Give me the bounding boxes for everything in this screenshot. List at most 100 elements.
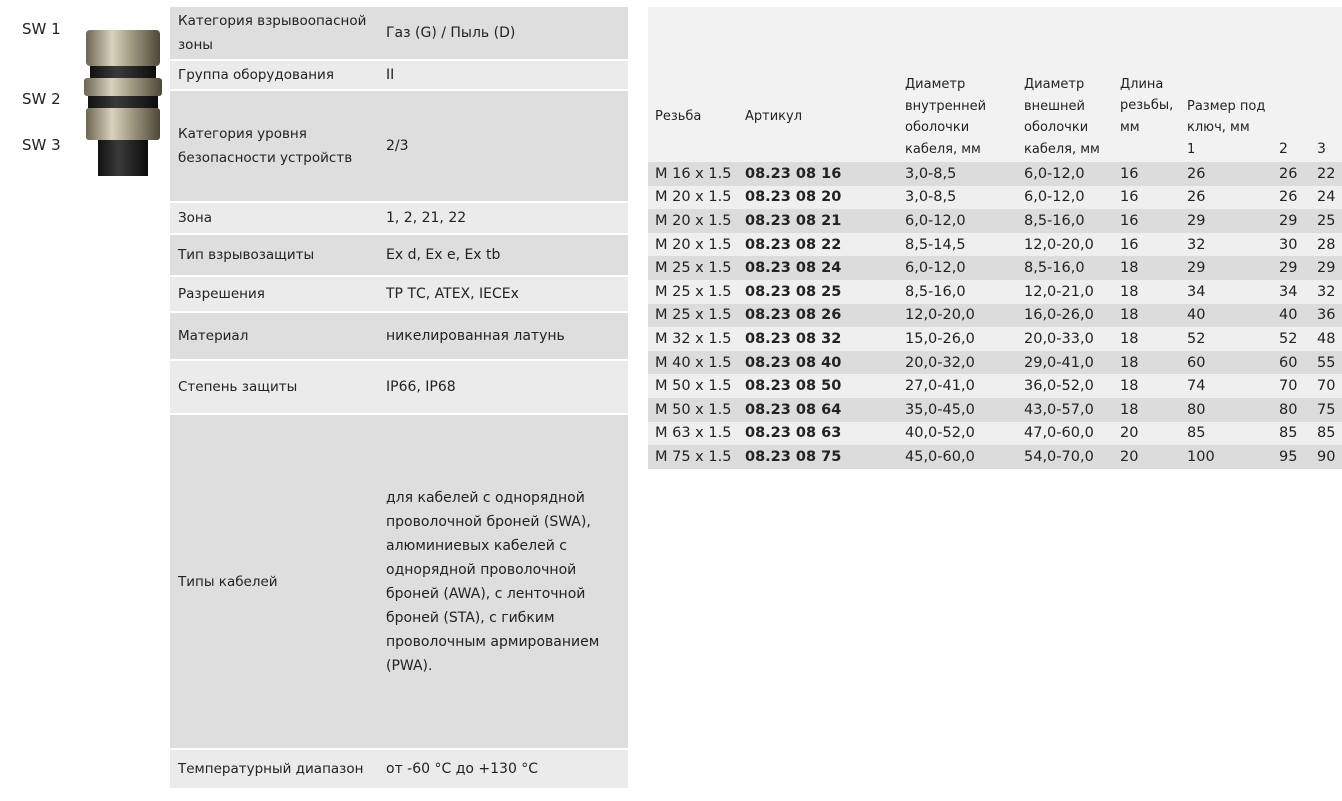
cable-gland-image	[84, 30, 162, 176]
table-cell: 6,0-12,0	[898, 209, 1017, 233]
size-label: SW 2	[22, 90, 61, 108]
article-cell: 08.23 08 25	[745, 279, 898, 304]
spec-value: 2/3	[378, 90, 628, 203]
table-cell: 29,0-41,0	[1017, 350, 1113, 375]
subheader-cell: 2	[1272, 7, 1312, 162]
table-cell: 18	[1113, 374, 1180, 398]
table-cell: 95	[1272, 445, 1312, 469]
header-cell: Диаметр внешней оболочки кабеля, мм	[1017, 7, 1113, 162]
table-cell: 6,0-12,0	[1017, 162, 1113, 186]
spec-key: Тип взрывозащиты	[170, 234, 378, 277]
spec-value: Ex d, Ex e, Ex tb	[378, 234, 628, 277]
table-cell: M 25 x 1.5	[648, 279, 745, 304]
table-cell: 80	[1180, 397, 1272, 422]
spec-row: Группа оборудования II	[170, 60, 628, 91]
table-cell: 85	[1180, 421, 1272, 446]
article-cell: 08.23 08 50	[745, 374, 898, 398]
header-cell: Диаметр внутренней оболочки кабеля, мм	[898, 7, 1017, 162]
table-cell: 16	[1113, 232, 1180, 257]
article-cell: 08.23 08 20	[745, 185, 898, 210]
table-cell: M 40 x 1.5	[648, 350, 745, 375]
table-cell: 18	[1113, 327, 1180, 351]
table-cell: 18	[1113, 303, 1180, 328]
table-cell: 8,5-16,0	[898, 279, 1017, 304]
table-cell: 29	[1180, 209, 1272, 233]
table-body: M 16 x 1.5 08.23 08 16 3,0-8,5 6,0-12,0 16 26…	[648, 162, 1342, 469]
table-cell: 36	[1312, 303, 1342, 328]
subheader-cell: 3	[1312, 7, 1342, 162]
product-row: M 50 x 1.5 08.23 08 64 35,0-45,0 43,0-57,0 1…	[648, 397, 1342, 422]
table-cell: 43,0-57,0	[1017, 397, 1113, 422]
table-cell: M 20 x 1.5	[648, 185, 745, 210]
article-cell: 08.23 08 16	[745, 162, 898, 186]
table-cell: 29	[1272, 256, 1312, 280]
spec-row: Температурный диапазон от -60 °C до +130 …	[170, 749, 628, 790]
product-row: M 75 x 1.5 08.23 08 75 45,0-60,0 54,0-70,0 2…	[648, 445, 1342, 469]
table-cell: 34	[1180, 279, 1272, 304]
table-cell: 24	[1312, 185, 1342, 210]
table-cell: 18	[1113, 256, 1180, 280]
product-row: M 16 x 1.5 08.23 08 16 3,0-8,5 6,0-12,0 16 26…	[648, 162, 1342, 186]
table-cell: 32	[1312, 279, 1342, 304]
header-cell: Артикул	[745, 7, 898, 162]
article-cell: 08.23 08 24	[745, 256, 898, 280]
product-row: M 25 x 1.5 08.23 08 26 12,0-20,0 16,0-26,0 1…	[648, 303, 1342, 328]
table-cell: 30	[1272, 232, 1312, 257]
table-cell: 52	[1180, 327, 1272, 351]
specs-body: Категория взрывоопасной зоны Газ (G) / Пы…	[170, 7, 628, 790]
table-cell: 60	[1272, 350, 1312, 375]
product-row: M 25 x 1.5 08.23 08 25 8,5-16,0 12,0-21,0 18…	[648, 279, 1342, 304]
table-cell: 74	[1180, 374, 1272, 398]
table-cell: 6,0-12,0	[898, 256, 1017, 280]
spec-value: II	[378, 60, 628, 91]
product-row: M 32 x 1.5 08.23 08 32 15,0-26,0 20,0-33,0 1…	[648, 327, 1342, 351]
table-cell: 18	[1113, 279, 1180, 304]
table-cell: 18	[1113, 350, 1180, 375]
spec-value: для кабелей с однорядной проволочной бро…	[378, 414, 628, 750]
spec-key: Группа оборудования	[170, 60, 378, 91]
subheader: 1	[1187, 141, 1196, 157]
header-cell: Размер под ключ, мм 1	[1180, 7, 1272, 162]
table-cell: 90	[1312, 445, 1342, 469]
spec-key: Категория уровня безопасности устройств	[170, 90, 378, 203]
product-row: M 20 x 1.5 08.23 08 20 3,0-8,5 6,0-12,0 16 26…	[648, 185, 1342, 210]
table-cell: 70	[1312, 374, 1342, 398]
table-cell: 16	[1113, 185, 1180, 210]
table-cell: 26	[1272, 162, 1312, 186]
table-cell: 12,0-21,0	[1017, 279, 1113, 304]
table-cell: 16,0-26,0	[1017, 303, 1113, 328]
table-cell: M 25 x 1.5	[648, 303, 745, 328]
article-cell: 08.23 08 75	[745, 445, 898, 469]
header-row: Резьба Артикул Диаметр внутренней оболоч…	[648, 7, 1342, 162]
table-cell: 26	[1272, 185, 1312, 210]
article-cell: 08.23 08 22	[745, 232, 898, 257]
table-cell: 8,5-16,0	[1017, 256, 1113, 280]
table-cell: 3,0-8,5	[898, 185, 1017, 210]
spec-value: от -60 °C до +130 °C	[378, 749, 628, 790]
product-row: M 40 x 1.5 08.23 08 40 20,0-32,0 29,0-41,0 1…	[648, 350, 1342, 375]
table-cell: 75	[1312, 397, 1342, 422]
table-cell: 60	[1180, 350, 1272, 375]
article-cell: 08.23 08 64	[745, 397, 898, 422]
table-cell: 15,0-26,0	[898, 327, 1017, 351]
spec-row: Категория уровня безопасности устройств 2…	[170, 90, 628, 203]
table-cell: 52	[1272, 327, 1312, 351]
table-cell: 40	[1180, 303, 1272, 328]
table-cell: 16	[1113, 162, 1180, 186]
table-cell: 8,5-14,5	[898, 232, 1017, 257]
table-cell: 20,0-32,0	[898, 350, 1017, 375]
size-label: SW 3	[22, 136, 61, 154]
table-cell: 8,5-16,0	[1017, 209, 1113, 233]
table-cell: 47,0-60,0	[1017, 421, 1113, 446]
table-cell: 27,0-41,0	[898, 374, 1017, 398]
table-cell: M 50 x 1.5	[648, 397, 745, 422]
table-cell: 40,0-52,0	[898, 421, 1017, 446]
table-cell: 6,0-12,0	[1017, 185, 1113, 210]
table-cell: 55	[1312, 350, 1342, 375]
spec-key: Материал	[170, 312, 378, 361]
spec-key: Категория взрывоопасной зоны	[170, 7, 378, 61]
product-row: M 63 x 1.5 08.23 08 63 40,0-52,0 47,0-60,0 2…	[648, 421, 1342, 446]
table-cell: 29	[1312, 256, 1342, 280]
table-cell: 100	[1180, 445, 1272, 469]
spec-row: Категория взрывоопасной зоны Газ (G) / Пы…	[170, 7, 628, 61]
